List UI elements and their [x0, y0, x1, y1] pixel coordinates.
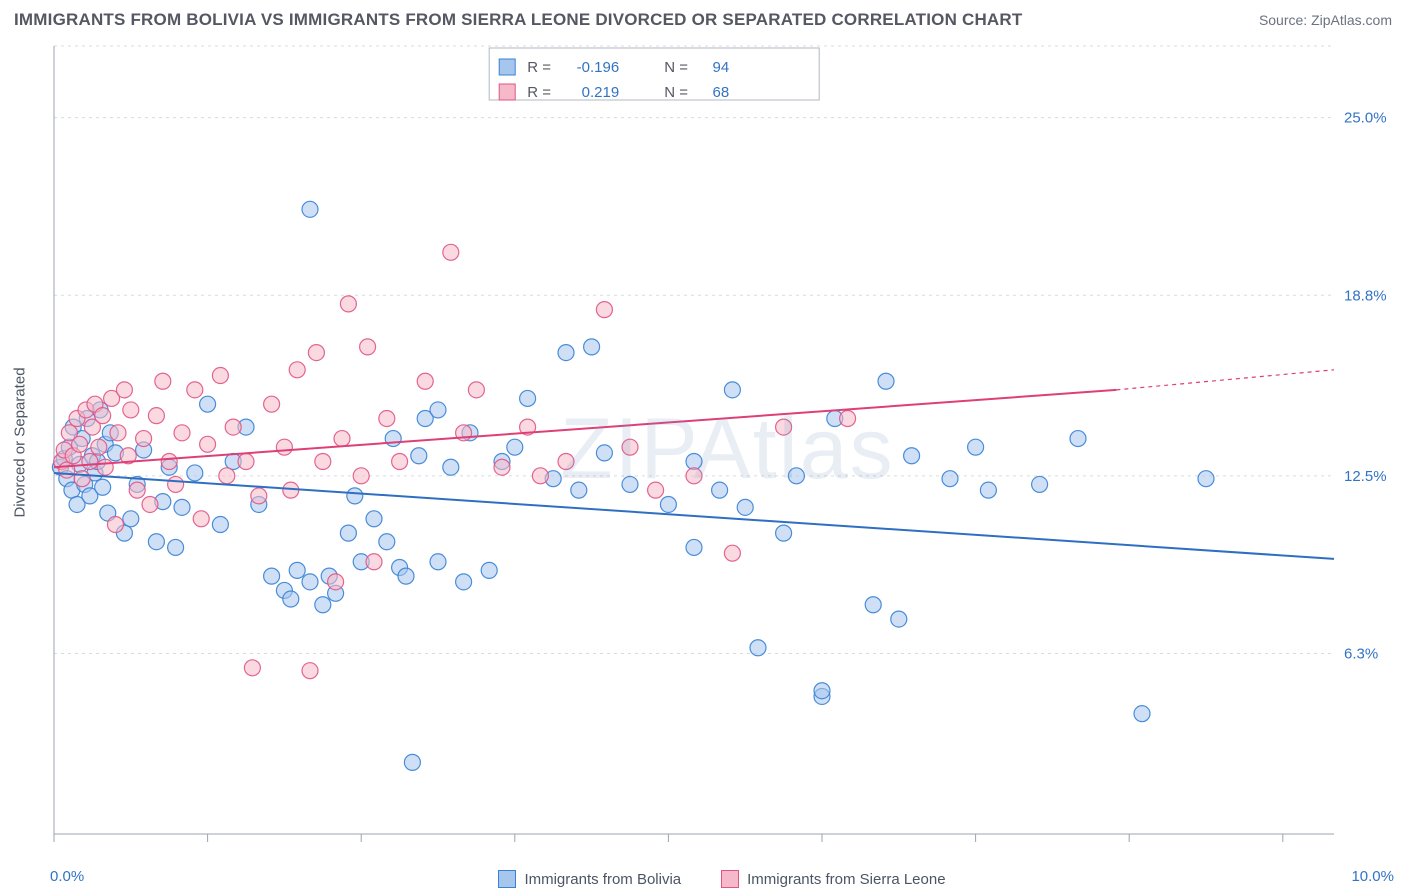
svg-text:12.5%: 12.5%	[1344, 468, 1387, 485]
svg-text:6.3%: 6.3%	[1344, 645, 1378, 662]
legend-swatch-icon	[721, 870, 739, 888]
legend-bottom: Immigrants from Bolivia Immigrants from …	[50, 870, 1394, 888]
legend-swatch-icon	[498, 870, 516, 888]
legend-item-bolivia: Immigrants from Bolivia	[498, 870, 681, 888]
x-axis-end-label: 10.0%	[1351, 868, 1394, 885]
svg-text:R =: R =	[527, 84, 551, 101]
scatter-chart: 6.3% 12.5% 18.8% 25.0% R = -0.196 N = 94 R = 0.21…	[50, 42, 1394, 860]
svg-text:R =: R =	[527, 59, 551, 76]
svg-text:94: 94	[713, 59, 730, 76]
source-label: Source: ZipAtlas.com	[1259, 12, 1392, 28]
chart-title: IMMIGRANTS FROM BOLIVIA VS IMMIGRANTS FR…	[14, 10, 1022, 30]
svg-text:25.0%: 25.0%	[1344, 110, 1387, 127]
svg-text:N =: N =	[664, 59, 688, 76]
svg-text:0.219: 0.219	[582, 84, 620, 101]
svg-text:18.8%: 18.8%	[1344, 287, 1387, 304]
legend-item-sierra-leone: Immigrants from Sierra Leone	[721, 870, 945, 888]
legend-label: Immigrants from Sierra Leone	[747, 871, 945, 888]
svg-text:-0.196: -0.196	[577, 59, 620, 76]
legend-label: Immigrants from Bolivia	[524, 871, 681, 888]
svg-text:N =: N =	[664, 84, 688, 101]
svg-text:68: 68	[713, 84, 730, 101]
